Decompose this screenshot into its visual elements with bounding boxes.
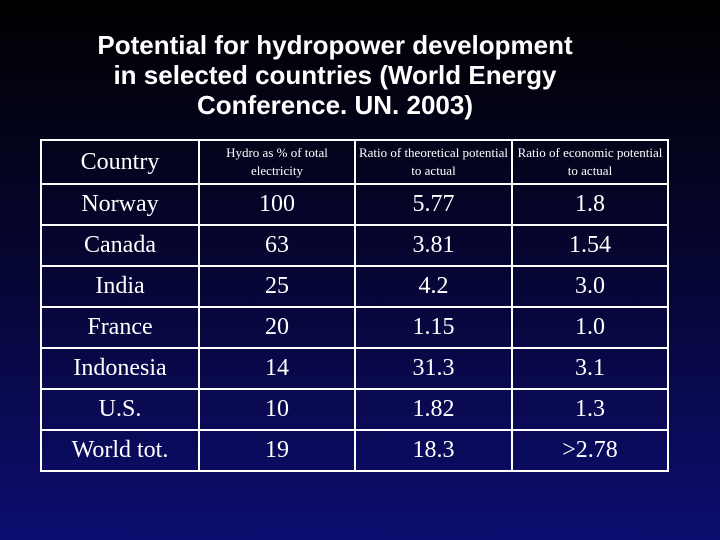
theoretical-ratio-cell: 3.81 bbox=[354, 224, 513, 267]
economic-ratio-cell: 1.8 bbox=[511, 183, 669, 226]
country-cell: Canada bbox=[40, 224, 200, 267]
hydro-pct-cell: 100 bbox=[198, 183, 356, 226]
theoretical-ratio-cell: 4.2 bbox=[354, 265, 513, 308]
country-cell: France bbox=[40, 306, 200, 349]
column-header-theoretical-ratio: Ratio of theoretical potential to actual bbox=[354, 139, 513, 185]
theoretical-ratio-cell: 1.82 bbox=[354, 388, 513, 431]
table-row: Indonesia 14 31.3 3.1 bbox=[40, 347, 669, 390]
column-header-economic-ratio: Ratio of economic potential to actual bbox=[511, 139, 669, 185]
economic-ratio-cell: 3.0 bbox=[511, 265, 669, 308]
table-row: Norway 100 5.77 1.8 bbox=[40, 183, 669, 226]
economic-ratio-cell: 1.54 bbox=[511, 224, 669, 267]
hydro-pct-cell: 63 bbox=[198, 224, 356, 267]
hydro-pct-cell: 19 bbox=[198, 429, 356, 472]
country-cell: Norway bbox=[40, 183, 200, 226]
theoretical-ratio-cell: 18.3 bbox=[354, 429, 513, 472]
table-row: Canada 63 3.81 1.54 bbox=[40, 224, 669, 267]
column-header-hydro-pct: Hydro as % of total electricity bbox=[198, 139, 356, 185]
column-header-country: Country bbox=[40, 139, 200, 185]
country-cell: U.S. bbox=[40, 388, 200, 431]
table-row: France 20 1.15 1.0 bbox=[40, 306, 669, 349]
theoretical-ratio-cell: 1.15 bbox=[354, 306, 513, 349]
hydro-pct-cell: 10 bbox=[198, 388, 356, 431]
country-cell: India bbox=[40, 265, 200, 308]
economic-ratio-cell: >2.78 bbox=[511, 429, 669, 472]
hydro-pct-cell: 20 bbox=[198, 306, 356, 349]
economic-ratio-cell: 3.1 bbox=[511, 347, 669, 390]
hydro-pct-cell: 14 bbox=[198, 347, 356, 390]
economic-ratio-cell: 1.0 bbox=[511, 306, 669, 349]
title-line: in selected countries (World Energy bbox=[113, 60, 557, 90]
slide-title: Potential for hydropower development in … bbox=[0, 30, 670, 120]
table-row: U.S. 10 1.82 1.3 bbox=[40, 388, 669, 431]
title-line: Conference. UN. 2003) bbox=[197, 90, 473, 120]
theoretical-ratio-cell: 5.77 bbox=[354, 183, 513, 226]
country-cell: World tot. bbox=[40, 429, 200, 472]
table-row: World tot. 19 18.3 >2.78 bbox=[40, 429, 669, 472]
table-row: India 25 4.2 3.0 bbox=[40, 265, 669, 308]
hydropower-table: Country Hydro as % of total electricity … bbox=[40, 139, 669, 472]
theoretical-ratio-cell: 31.3 bbox=[354, 347, 513, 390]
economic-ratio-cell: 1.3 bbox=[511, 388, 669, 431]
title-line: Potential for hydropower development bbox=[97, 30, 573, 60]
country-cell: Indonesia bbox=[40, 347, 200, 390]
header-row: Country Hydro as % of total electricity … bbox=[40, 139, 669, 185]
hydro-pct-cell: 25 bbox=[198, 265, 356, 308]
